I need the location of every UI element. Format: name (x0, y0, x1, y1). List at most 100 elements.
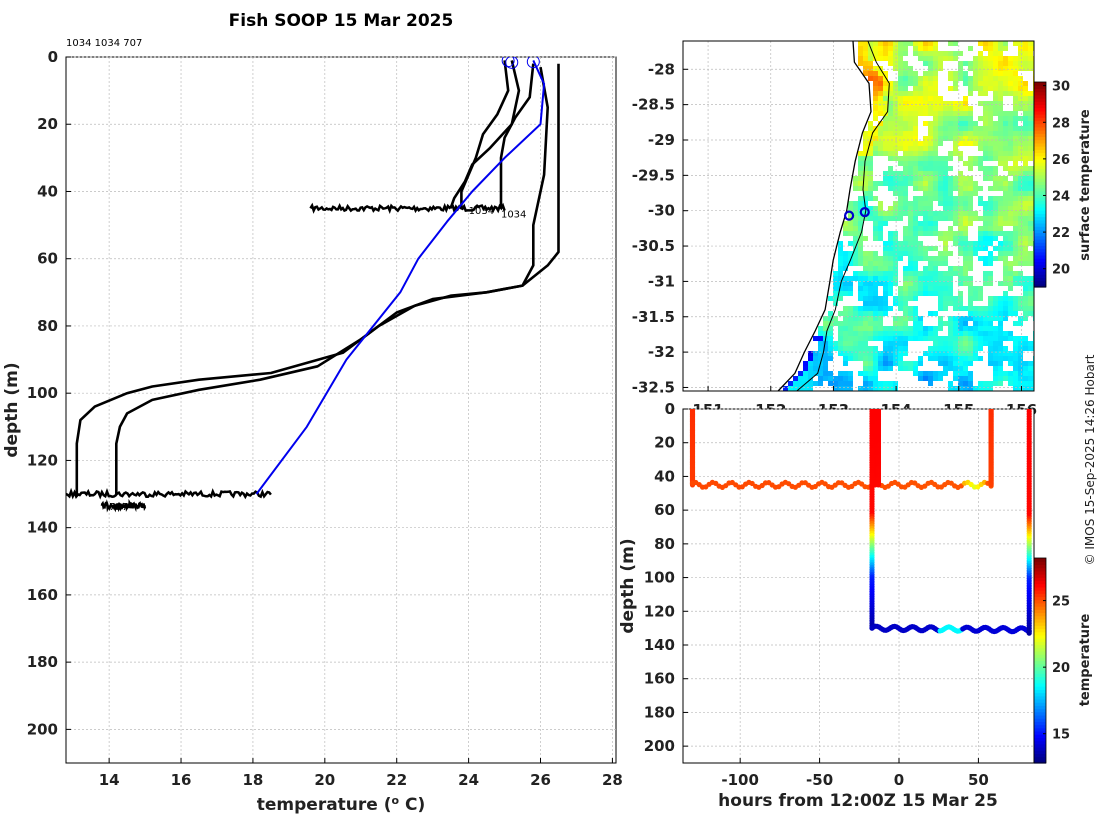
map-sst-cell (948, 176, 953, 181)
map-sst-cell (873, 231, 878, 236)
map-sst-cell (948, 321, 953, 326)
map-sst-cell (1023, 256, 1028, 261)
map-sst-cell (993, 126, 998, 131)
map-sst-cell (948, 231, 953, 236)
map-sst-cell (998, 226, 1003, 231)
map-sst-cell (1028, 276, 1033, 281)
map-sst-cell (993, 176, 998, 181)
map-sst-cell (973, 76, 978, 81)
map-sst-cell (1028, 91, 1033, 96)
map-sst-cell (848, 206, 853, 211)
map-sst-cell (1018, 186, 1023, 191)
map-sst-cell (938, 191, 943, 196)
map-sst-cell (858, 271, 863, 276)
map-sst-cell (883, 266, 888, 271)
map-sst-cell (843, 336, 848, 341)
map-sst-cell (873, 336, 878, 341)
map-sst-cell (883, 126, 888, 131)
map-sst-cell (853, 206, 858, 211)
map-sst-cell (1013, 376, 1018, 381)
map-sst-cell (873, 91, 878, 96)
section-ytick-label: 140 (644, 636, 675, 654)
map-sst-cell (868, 356, 873, 361)
map-sst-cell (1003, 371, 1008, 376)
map-sst-cell (998, 326, 1003, 331)
map-sst-cell (1018, 81, 1023, 86)
map-sst-cell (918, 186, 923, 191)
map-sst-cell (1003, 336, 1008, 341)
map-sst-cell (968, 216, 973, 221)
map-sst-cell (988, 51, 993, 56)
map-sst-cell (948, 266, 953, 271)
map-sst-cell (988, 326, 993, 331)
map-sst-cell (998, 186, 1003, 191)
map-sst-cell (1008, 71, 1013, 76)
map-sst-cell (1008, 356, 1013, 361)
map-sst-cell (993, 381, 998, 386)
map-sst-cell (978, 231, 983, 236)
map-sst-cell (988, 111, 993, 116)
map-sst-cell (923, 211, 928, 216)
map-sst-cell (1008, 331, 1013, 336)
map-sst-cell (983, 206, 988, 211)
map-sst-cell (988, 351, 993, 356)
map-sst-cell (1028, 211, 1033, 216)
map-sst-cell (938, 51, 943, 56)
map-sst-cell (878, 361, 883, 366)
map-sst-cell (1008, 246, 1013, 251)
map-sst-cell (858, 291, 863, 296)
profile-annotation: 1034 (469, 206, 494, 217)
map-sst-cell (983, 246, 988, 251)
map-sst-cell (933, 61, 938, 66)
map-sst-cell (918, 361, 923, 366)
map-sst-cell (1023, 296, 1028, 301)
map-sst-cell (923, 76, 928, 81)
map-sst-cell (908, 201, 913, 206)
map-sst-cell (948, 151, 953, 156)
map-sst-cell (883, 216, 888, 221)
map-sst-cell (868, 76, 873, 81)
map-sst-cell (1018, 46, 1023, 51)
map-sst-cell (1018, 376, 1023, 381)
map-sst-cell (978, 61, 983, 66)
map-sst-cell (983, 261, 988, 266)
map-sst-cell (998, 141, 1003, 146)
map-sst-cell (803, 386, 808, 391)
map-sst-cell (978, 236, 983, 241)
map-sst-cell (873, 321, 878, 326)
map-sst-cell (1008, 381, 1013, 386)
map-sst-cell (973, 331, 978, 336)
map-sst-cell (878, 321, 883, 326)
map-sst-cell (933, 76, 938, 81)
map-sst-cell (1018, 151, 1023, 156)
map-sst-cell (968, 46, 973, 51)
map-sst-cell (843, 261, 848, 266)
map-sst-cell (903, 196, 908, 201)
map-sst-cell (1028, 261, 1033, 266)
map-sst-cell (953, 111, 958, 116)
map-sst-cell (1008, 221, 1013, 226)
map-sst-cell (963, 251, 968, 256)
map-sst-cell (808, 361, 813, 366)
map-sst-cell (868, 336, 873, 341)
map-sst-cell (998, 201, 1003, 206)
map-sst-cell (963, 361, 968, 366)
map-sst-cell (868, 311, 873, 316)
map-sst-cell (913, 126, 918, 131)
map-sst-cell (968, 161, 973, 166)
map-sst-cell (998, 161, 1003, 166)
map-sst-cell (963, 366, 968, 371)
map-sst-cell (918, 251, 923, 256)
map-sst-cell (978, 381, 983, 386)
map-sst-cell (1028, 106, 1033, 111)
map-sst-cell (888, 146, 893, 151)
map-sst-cell (1013, 356, 1018, 361)
map-sst-cell (1013, 271, 1018, 276)
map-sst-cell (868, 326, 873, 331)
map-sst-cell (953, 376, 958, 381)
map-sst-cell (978, 326, 983, 331)
map-sst-cell (928, 201, 933, 206)
map-sst-cell (908, 176, 913, 181)
map-sst-cell (923, 221, 928, 226)
map-sst-cell (898, 191, 903, 196)
